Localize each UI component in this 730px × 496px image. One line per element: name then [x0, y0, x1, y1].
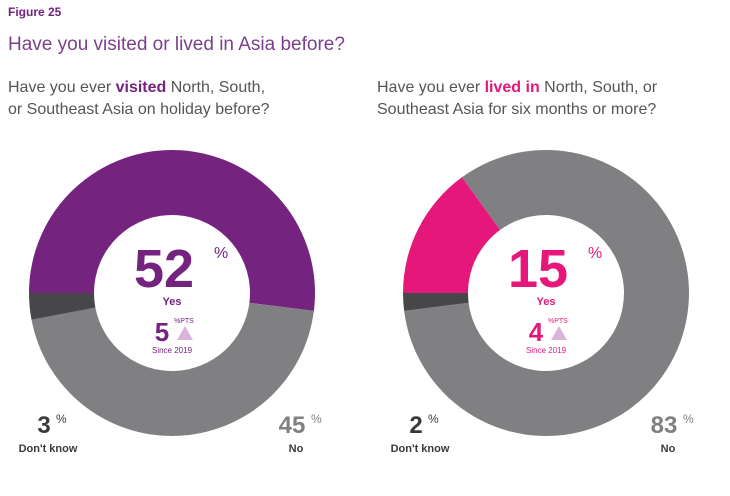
outside-category: Don't know [391, 443, 450, 455]
question-part: Southeast Asia for six months or more? [377, 101, 656, 118]
question-part: Have you ever [8, 79, 116, 96]
center-category: Yes [163, 296, 182, 308]
question-part: North, South, [166, 79, 265, 96]
donut-slice [404, 150, 689, 437]
donut-slice [29, 293, 96, 320]
center-value: 15 [508, 239, 568, 299]
center-category: Yes [537, 296, 556, 308]
center-unit: % [214, 245, 228, 262]
outside-unit: % [683, 412, 694, 426]
change-arrow [551, 326, 567, 340]
outside-value: 45 [279, 412, 306, 439]
question: or Southeast Asia on holiday before? [8, 101, 270, 118]
outside-category: No [289, 443, 304, 455]
heading: Have you visited or lived in Asia before… [8, 34, 345, 55]
question: Have you ever lived in North, South, or [377, 79, 658, 96]
change-since: Since 2019 [526, 346, 567, 355]
center-number: 15 [508, 239, 568, 299]
outside-unit: % [311, 412, 322, 426]
question-part: North, South, or [540, 79, 658, 96]
donut-slice [403, 177, 501, 293]
outside-category: No [661, 443, 676, 455]
question: Have you ever visited North, South, [8, 79, 265, 96]
outside-unit: % [428, 412, 439, 426]
center-unit: % [588, 245, 602, 262]
change-since: Since 2019 [152, 346, 193, 355]
outside-value: 83 [651, 412, 678, 439]
question-emphasis: visited [116, 79, 167, 96]
question-part: or Southeast Asia on holiday before? [8, 101, 270, 118]
outside-unit: % [56, 412, 67, 426]
question-part: Have you ever [377, 79, 485, 96]
question: Southeast Asia for six months or more? [377, 101, 656, 118]
donut-slice [31, 302, 314, 436]
center-number: 52 [134, 239, 194, 299]
change-value: 4 [529, 317, 544, 347]
question-emphasis: lived in [485, 79, 540, 96]
figure-label: Figure 25 [8, 5, 62, 19]
change-value: 5 [155, 317, 169, 347]
change-arrow [177, 326, 193, 340]
change-unit: %PTS [174, 318, 194, 325]
donut-slice [403, 293, 469, 311]
outside-value: 3 [37, 412, 50, 439]
donut-slice [29, 150, 315, 311]
center-value: 52 [134, 239, 194, 299]
change-unit: %PTS [548, 318, 568, 325]
outside-category: Don't know [19, 443, 78, 455]
outside-value: 2 [409, 412, 422, 439]
